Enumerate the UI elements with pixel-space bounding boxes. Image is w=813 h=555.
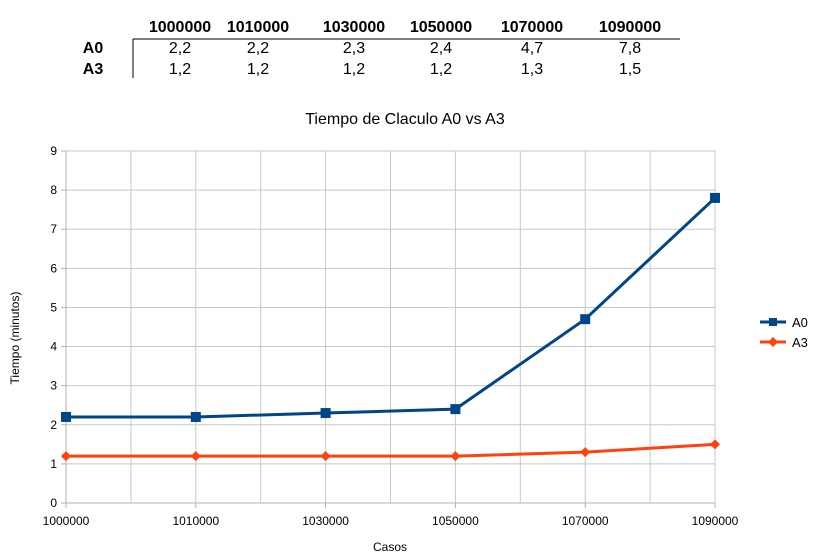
table-header-cell: 1090000 — [599, 19, 661, 36]
x-tick-label: 1070000 — [562, 514, 609, 528]
data-point-a0 — [710, 192, 720, 203]
table-cell: 2,4 — [430, 40, 452, 57]
table-header-cell: 1010000 — [227, 19, 289, 36]
series-line-a0 — [66, 196, 717, 419]
y-tick-label: 4 — [50, 340, 57, 354]
x-tick-label: 1000000 — [43, 514, 90, 528]
x-tick-label: 1090000 — [692, 514, 739, 528]
table-cell: 1,3 — [521, 61, 543, 78]
data-point-a3 — [190, 451, 201, 462]
table-cell: 1,2 — [343, 61, 365, 78]
legend-label: A0 — [792, 315, 808, 330]
y-tick-label: 1 — [50, 457, 57, 471]
data-table: 1000000 1010000 1030000 1050000 1070000 10900… — [83, 19, 680, 78]
table-row-label: A3 — [83, 61, 104, 78]
y-tick-label: 6 — [50, 261, 57, 275]
table-header-cell: 1050000 — [410, 19, 472, 36]
legend-marker-diamond — [768, 337, 778, 347]
data-point-a3 — [320, 451, 331, 462]
data-point-a0 — [580, 314, 591, 325]
legend-item-a0: A0 — [760, 315, 808, 330]
data-point-a3 — [450, 451, 461, 462]
data-point-a0 — [190, 411, 201, 422]
table-header-cell: 1030000 — [323, 19, 385, 36]
x-tick-label: 1010000 — [172, 514, 219, 528]
legend-label: A3 — [792, 335, 808, 350]
table-header-cell: 1000000 — [149, 19, 211, 36]
y-tick-label: 8 — [50, 183, 57, 197]
data-point-a0 — [320, 408, 331, 419]
chart-title: Tiempo de Claculo A0 vs A3 — [305, 111, 505, 128]
table-row-label: A0 — [83, 40, 104, 57]
data-point-a3 — [580, 447, 591, 458]
data-point-a3 — [61, 451, 71, 462]
x-axis-title: Casos — [373, 540, 407, 554]
y-tick-label: 5 — [50, 300, 57, 314]
table-cell: 2,2 — [247, 40, 269, 57]
table-cell: 1,2 — [169, 61, 191, 78]
series-line-a3 — [66, 442, 716, 458]
y-axis-title: Tiempo (minutos) — [8, 292, 22, 385]
x-tick-label: 1050000 — [432, 514, 479, 528]
table-cell: 1,2 — [247, 61, 269, 78]
data-point-a0 — [61, 411, 71, 422]
y-tick-label: 7 — [50, 222, 57, 236]
data-point-a3 — [710, 439, 720, 450]
table-cell: 1,2 — [430, 61, 452, 78]
y-tick-label: 9 — [50, 144, 57, 158]
x-tick-label: 1030000 — [302, 514, 349, 528]
data-point-a0 — [450, 404, 461, 415]
legend-marker-square — [769, 318, 777, 326]
y-tick-label: 2 — [50, 418, 57, 432]
table-header-cell: 1070000 — [501, 19, 563, 36]
table-cell: 1,5 — [619, 61, 641, 78]
legend-item-a3: A3 — [760, 335, 808, 350]
table-cell: 2,2 — [169, 40, 191, 57]
y-tick-label: 3 — [50, 379, 57, 393]
table-cell: 2,3 — [343, 40, 365, 57]
plot-area: 0 1 2 3 4 5 6 7 8 9 1000000 1010000 1030000 1050000 10… — [43, 144, 739, 528]
table-cell: 4,7 — [521, 40, 543, 57]
table-cell: 7,8 — [619, 40, 641, 57]
y-tick-label: 0 — [50, 496, 57, 510]
